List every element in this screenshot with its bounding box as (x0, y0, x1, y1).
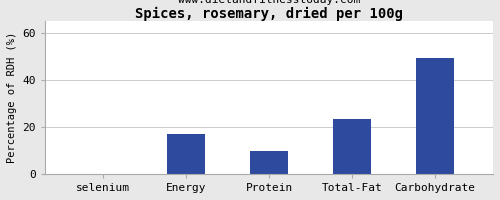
Bar (250, 151, 288, 174)
Y-axis label: Percentage of RDH (%): Percentage of RDH (%) (7, 32, 17, 163)
Bar (334, 119, 370, 174)
Bar (416, 58, 454, 174)
Title: Spices, rosemary, dried per 100g: Spices, rosemary, dried per 100g (135, 7, 403, 21)
Text: www.dietandfitnesstoday.com: www.dietandfitnesstoday.com (178, 0, 360, 5)
Bar (168, 134, 204, 174)
